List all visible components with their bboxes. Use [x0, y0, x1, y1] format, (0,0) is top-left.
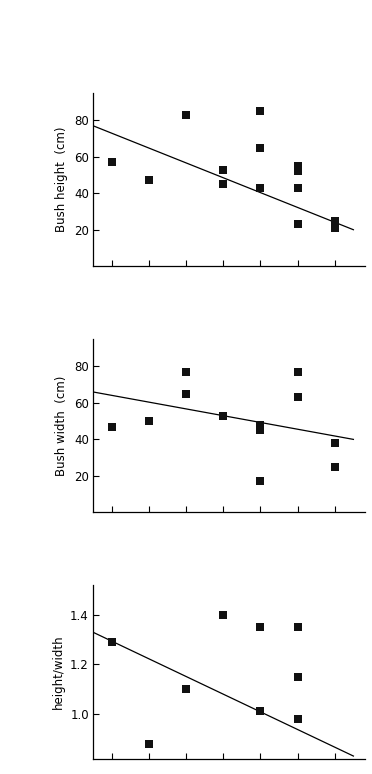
Point	[146, 415, 152, 427]
Point	[295, 159, 301, 172]
Point	[332, 214, 338, 227]
Point	[109, 156, 115, 169]
Point	[257, 423, 263, 435]
Point	[257, 420, 263, 433]
Point	[257, 424, 263, 437]
Point	[183, 108, 189, 121]
Point	[146, 174, 152, 187]
Point	[332, 437, 338, 449]
Point	[257, 621, 263, 633]
Point	[220, 163, 226, 176]
Point	[220, 409, 226, 422]
Point	[295, 365, 301, 378]
Point	[257, 142, 263, 154]
Point	[332, 461, 338, 473]
Point	[257, 705, 263, 717]
Point	[295, 713, 301, 725]
Point	[332, 221, 338, 234]
Point	[257, 419, 263, 431]
Point	[295, 182, 301, 194]
Point	[295, 165, 301, 177]
Point	[220, 608, 226, 621]
Point	[220, 178, 226, 190]
Point	[257, 182, 263, 194]
Y-axis label: Bush height  (cm): Bush height (cm)	[55, 127, 68, 232]
Point	[332, 220, 338, 232]
Point	[295, 670, 301, 683]
Y-axis label: height/width: height/width	[52, 635, 64, 709]
Point	[146, 738, 152, 750]
Point	[295, 218, 301, 231]
Point	[183, 683, 189, 695]
Y-axis label: Bush width  (cm): Bush width (cm)	[55, 375, 68, 476]
Point	[183, 388, 189, 400]
Point	[257, 420, 263, 433]
Point	[257, 475, 263, 488]
Point	[295, 713, 301, 725]
Point	[183, 365, 189, 378]
Point	[109, 636, 115, 649]
Point	[257, 105, 263, 118]
Point	[295, 391, 301, 403]
Point	[109, 420, 115, 433]
Point	[295, 621, 301, 633]
Point	[220, 409, 226, 422]
